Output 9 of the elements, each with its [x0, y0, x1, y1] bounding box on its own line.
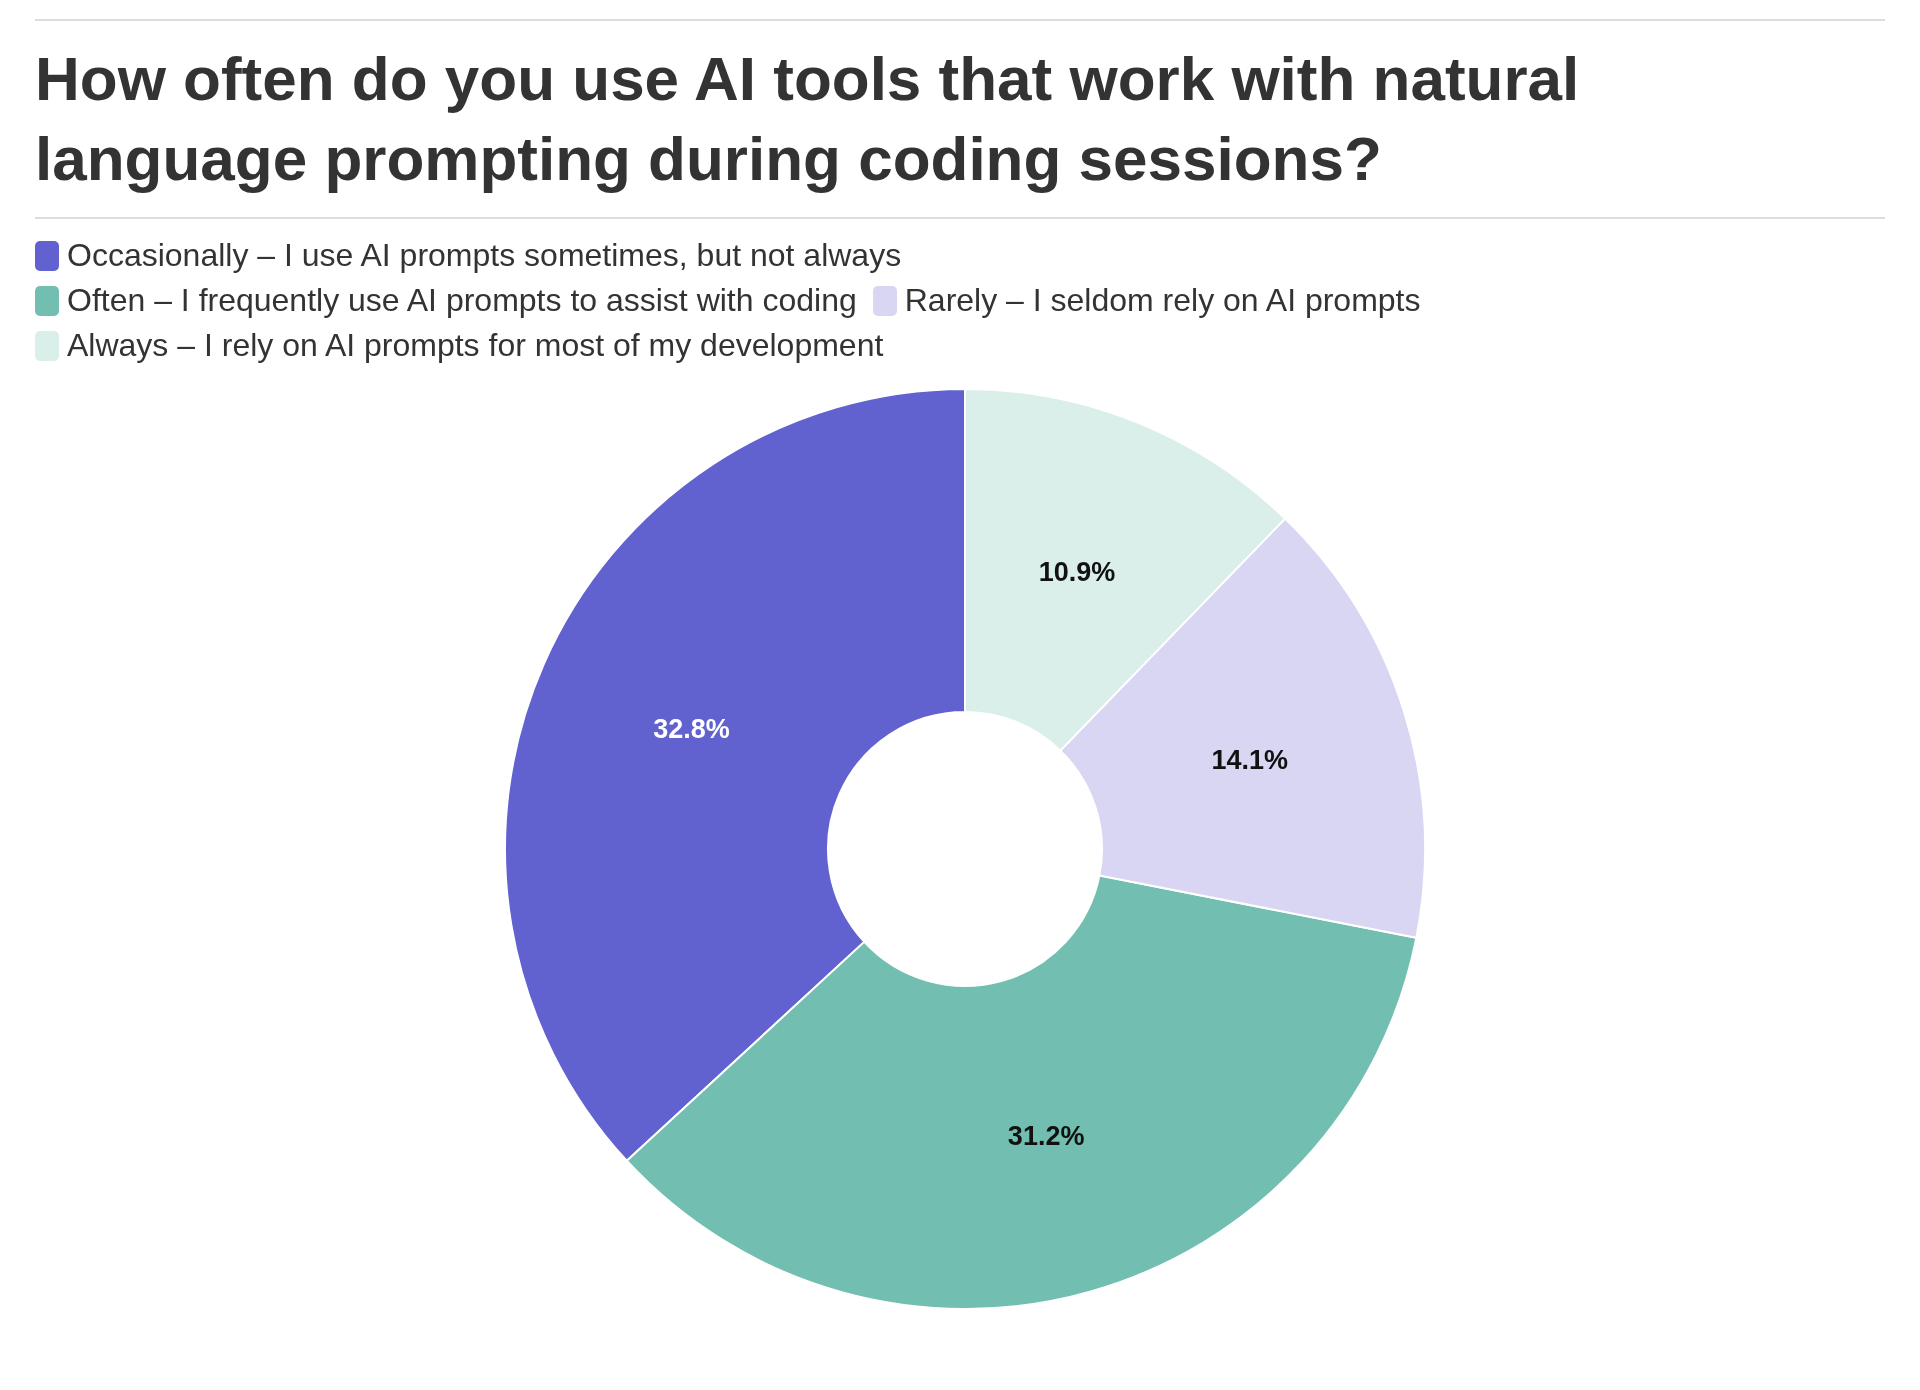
- data-label: 32.8%: [653, 714, 730, 745]
- legend-label: Rarely – I seldom rely on AI prompts: [904, 282, 1421, 319]
- chart-title: How often do you use AI tools that work with natural language prompting during coding sessions?: [35, 43, 1581, 195]
- data-label: 14.1%: [1211, 744, 1289, 775]
- data-label: 31.2%: [1007, 1121, 1085, 1152]
- data-label: 10.9%: [1038, 557, 1116, 588]
- legend-label: Often – I frequently use AI prompts to assist with coding: [67, 282, 857, 319]
- legend-label: Always – I rely on AI prompts for most of my development: [67, 327, 884, 364]
- legend-label: Occasionally – I use AI prompts sometimes, but not always: [67, 237, 902, 274]
